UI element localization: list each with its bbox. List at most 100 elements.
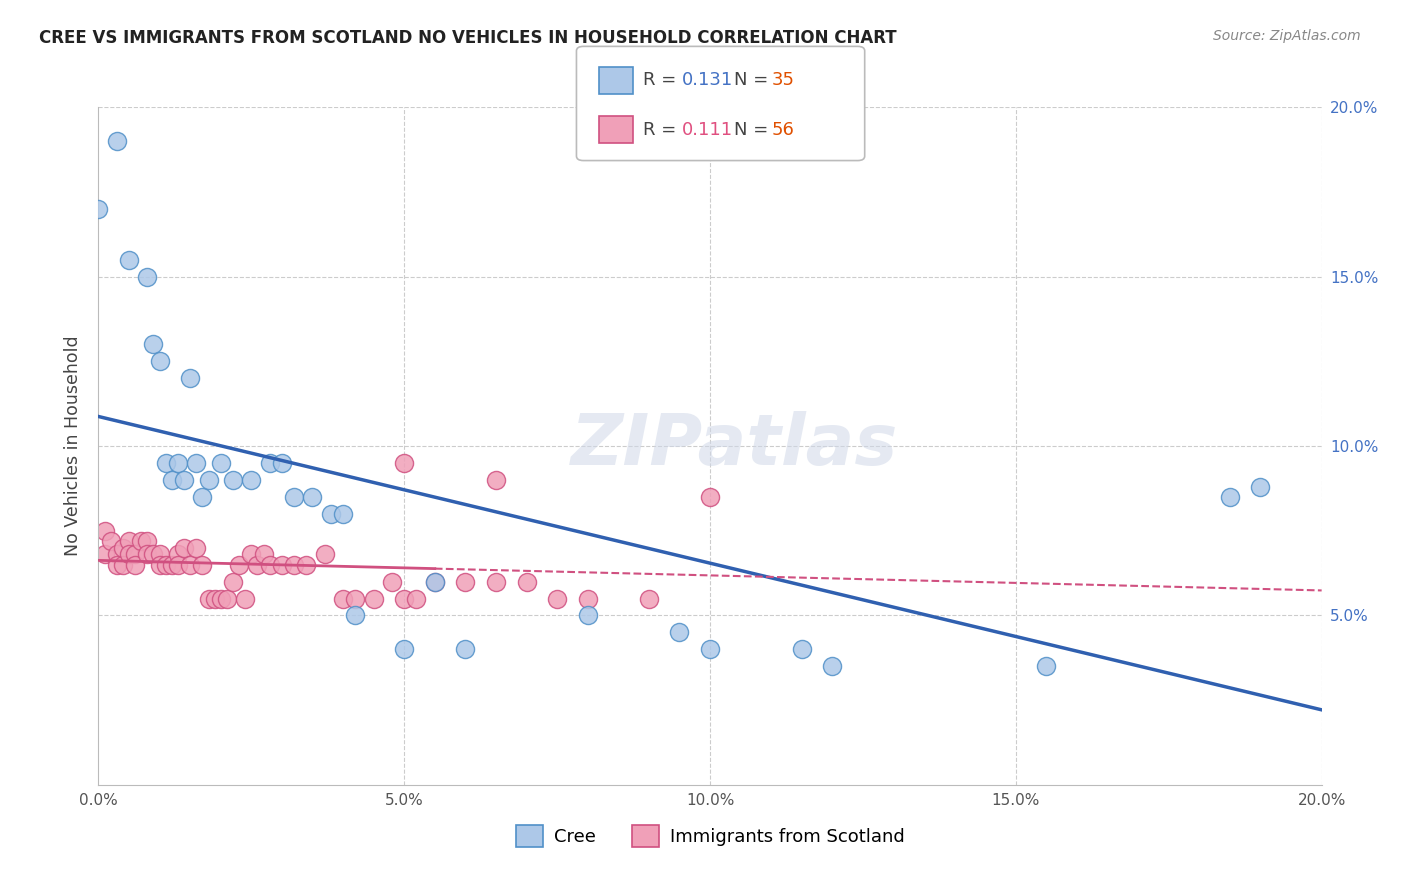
- Text: 0.111: 0.111: [682, 120, 733, 139]
- Point: [295, 558, 318, 572]
- Point: [485, 574, 508, 589]
- Point: [222, 574, 245, 589]
- Point: [149, 354, 172, 368]
- Point: [1219, 490, 1241, 504]
- Y-axis label: No Vehicles in Household: No Vehicles in Household: [65, 335, 83, 557]
- Point: [405, 591, 427, 606]
- Point: [252, 548, 274, 562]
- Point: [209, 456, 232, 470]
- Point: [142, 337, 165, 351]
- Point: [155, 456, 177, 470]
- Point: [93, 524, 115, 538]
- Point: [319, 507, 342, 521]
- Text: Source: ZipAtlas.com: Source: ZipAtlas.com: [1213, 29, 1361, 43]
- Point: [111, 558, 134, 572]
- Point: [283, 490, 305, 504]
- Point: [332, 591, 354, 606]
- Point: [124, 548, 146, 562]
- Point: [111, 541, 134, 555]
- Point: [1035, 659, 1057, 673]
- Point: [392, 591, 416, 606]
- Point: [516, 574, 538, 589]
- Legend: Cree, Immigrants from Scotland: Cree, Immigrants from Scotland: [509, 817, 911, 854]
- Point: [204, 591, 226, 606]
- Point: [233, 591, 256, 606]
- Point: [215, 591, 238, 606]
- Point: [344, 591, 367, 606]
- Point: [392, 456, 416, 470]
- Point: [136, 533, 159, 548]
- Point: [485, 473, 508, 487]
- Point: [314, 548, 336, 562]
- Point: [637, 591, 661, 606]
- Point: [136, 269, 159, 284]
- Text: R =: R =: [643, 120, 682, 139]
- Text: 56: 56: [772, 120, 794, 139]
- Point: [576, 591, 599, 606]
- Text: ZIPatlas: ZIPatlas: [571, 411, 898, 481]
- Point: [179, 558, 201, 572]
- Point: [118, 533, 141, 548]
- Point: [240, 548, 263, 562]
- Point: [93, 548, 115, 562]
- Point: [149, 548, 172, 562]
- Point: [363, 591, 385, 606]
- Point: [149, 558, 172, 572]
- Point: [191, 490, 214, 504]
- Point: [124, 558, 146, 572]
- Point: [423, 574, 446, 589]
- Point: [186, 456, 208, 470]
- Point: [270, 456, 292, 470]
- Point: [160, 473, 183, 487]
- Point: [332, 507, 354, 521]
- Point: [186, 541, 208, 555]
- Point: [546, 591, 568, 606]
- Point: [179, 371, 201, 385]
- Text: 35: 35: [772, 71, 794, 89]
- Point: [160, 558, 183, 572]
- Text: CREE VS IMMIGRANTS FROM SCOTLAND NO VEHICLES IN HOUSEHOLD CORRELATION CHART: CREE VS IMMIGRANTS FROM SCOTLAND NO VEHI…: [39, 29, 897, 46]
- Point: [392, 642, 416, 657]
- Point: [699, 490, 721, 504]
- Point: [668, 625, 690, 640]
- Point: [142, 548, 165, 562]
- Point: [129, 533, 152, 548]
- Point: [301, 490, 323, 504]
- Point: [100, 533, 122, 548]
- Point: [105, 134, 128, 148]
- Point: [173, 473, 195, 487]
- Point: [191, 558, 214, 572]
- Point: [87, 202, 110, 216]
- Point: [259, 456, 281, 470]
- Point: [240, 473, 263, 487]
- Point: [283, 558, 305, 572]
- Point: [1249, 480, 1271, 494]
- Point: [246, 558, 269, 572]
- Point: [118, 252, 141, 267]
- Point: [209, 591, 232, 606]
- Point: [197, 591, 219, 606]
- Point: [105, 558, 128, 572]
- Point: [167, 558, 190, 572]
- Point: [454, 574, 477, 589]
- Point: [155, 558, 177, 572]
- Point: [699, 642, 721, 657]
- Point: [228, 558, 250, 572]
- Point: [344, 608, 367, 623]
- Text: N =: N =: [734, 120, 773, 139]
- Point: [821, 659, 844, 673]
- Point: [423, 574, 446, 589]
- Point: [381, 574, 404, 589]
- Point: [136, 548, 159, 562]
- Point: [454, 642, 477, 657]
- Point: [270, 558, 292, 572]
- Point: [167, 548, 190, 562]
- Point: [259, 558, 281, 572]
- Point: [222, 473, 245, 487]
- Point: [197, 473, 219, 487]
- Point: [167, 456, 190, 470]
- Text: N =: N =: [734, 71, 773, 89]
- Point: [173, 541, 195, 555]
- Point: [118, 548, 141, 562]
- Point: [105, 548, 128, 562]
